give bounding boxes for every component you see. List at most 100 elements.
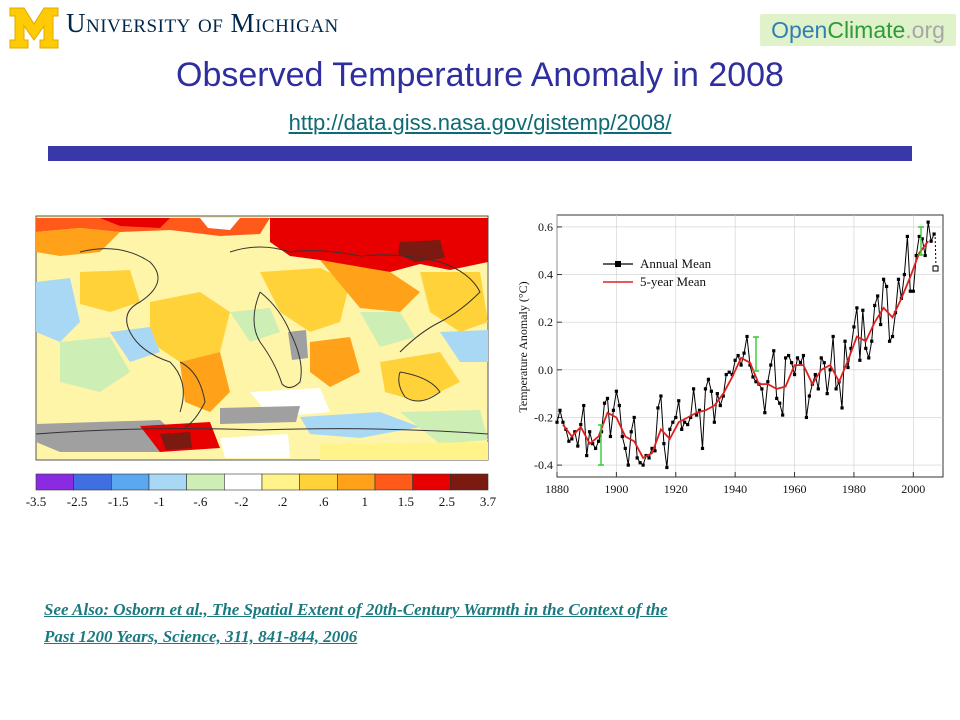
annual-mean-point: [659, 394, 663, 398]
legend-color-10: [412, 473, 451, 491]
legend-color-6: [261, 473, 300, 491]
y-tick-label: -0.4: [534, 458, 553, 472]
x-tick-label: 1920: [664, 482, 688, 496]
legend-marker-annual: [615, 261, 621, 267]
x-tick-label: 1940: [723, 482, 747, 496]
annual-mean-point: [653, 449, 657, 453]
annual-mean-point: [884, 284, 889, 289]
annual-mean-point: [849, 346, 853, 350]
annual-mean-point: [573, 430, 577, 434]
annual-mean-point: [751, 375, 755, 379]
annual-mean-point: [579, 423, 583, 427]
annual-mean-point: [561, 420, 565, 424]
legend-color-2: [111, 473, 150, 491]
annual-mean-point: [807, 394, 811, 398]
source-link-container: http://data.giss.nasa.gov/gistemp/2008/: [0, 110, 960, 136]
legend-tick-label: -1: [154, 494, 165, 509]
end-marker: [932, 232, 939, 272]
reference-link-line2[interactable]: Past 1200 Years, Science, 311, 841-844, …: [44, 627, 358, 646]
map-anomaly-regions: [36, 218, 488, 460]
legend-color-7: [299, 473, 338, 491]
annual-mean-point: [742, 351, 746, 355]
annual-mean-point: [902, 272, 906, 277]
error-bar-1940s: [753, 336, 759, 372]
annual-mean-point: [596, 439, 601, 443]
annual-mean-point: [730, 372, 734, 377]
annual-mean-point: [647, 456, 651, 460]
annual-mean-point: [591, 442, 595, 446]
annual-mean-point: [754, 380, 758, 384]
annual-mean-point: [558, 408, 562, 412]
annual-mean-point: [813, 372, 817, 377]
legend-color-11: [450, 473, 489, 491]
map-color-legend: -3.5 -2.5 -1.5 -1 -.6 -.2 .2 .6 1 1.5 2.5 3.7: [26, 473, 497, 509]
annual-mean-point: [882, 277, 886, 281]
chart-legend: Annual Mean 5-year Mean: [603, 256, 712, 289]
annual-mean-point: [662, 442, 666, 446]
university-logo-m-icon: [9, 7, 59, 49]
legend-tick-label: .2: [278, 494, 288, 509]
x-tick-label: 1900: [604, 482, 628, 496]
annual-mean-point: [760, 387, 764, 391]
annual-mean-point: [617, 403, 621, 408]
annual-mean-point: [712, 420, 716, 424]
legend-tick-label: 2.5: [439, 494, 455, 509]
annual-mean-point: [896, 277, 901, 281]
y-tick-label: 0.6: [538, 220, 553, 234]
annual-mean-point: [570, 437, 574, 441]
annual-mean-point: [876, 294, 880, 298]
annual-mean-point: [870, 339, 874, 343]
uncertainty-bars: [598, 226, 924, 466]
annual-mean-point: [650, 446, 654, 451]
annual-mean-point: [908, 289, 912, 293]
x-tick-label: 1980: [842, 482, 866, 496]
annual-mean-point: [623, 446, 627, 451]
annual-mean-point: [683, 420, 687, 424]
legend-tick-label: 1: [361, 494, 368, 509]
annual-mean-point: [920, 237, 924, 241]
annual-mean-point: [715, 392, 719, 396]
annual-mean-point: [932, 232, 936, 236]
annual-mean-point: [917, 234, 921, 239]
annual-mean-point: [709, 389, 713, 393]
annual-mean-point: [798, 361, 803, 365]
annual-mean-point: [727, 370, 731, 374]
annual-mean-point: [691, 387, 696, 391]
annual-mean-point: [611, 408, 616, 412]
legend-tick-label: -2.5: [67, 494, 88, 509]
annual-mean-point: [733, 358, 737, 362]
plot-frame: [556, 214, 944, 478]
annual-mean-point: [582, 403, 586, 408]
annual-mean-point: [721, 394, 725, 398]
annual-mean-point: [694, 413, 699, 417]
annual-mean-point: [816, 387, 820, 391]
annual-mean-point: [605, 396, 610, 400]
annual-mean-point: [778, 401, 782, 405]
annual-mean-point: [665, 465, 669, 470]
map-coastlines: [35, 246, 489, 435]
y-tick-label: 0.2: [538, 315, 553, 329]
annual-mean-point: [852, 325, 856, 329]
annual-mean-point: [923, 253, 927, 258]
annual-mean-point: [840, 406, 844, 410]
annual-mean-point: [825, 392, 829, 396]
annual-mean-point: [594, 446, 598, 451]
annual-mean-point: [724, 372, 728, 377]
legend-tick-label: 3.7: [480, 494, 497, 509]
annual-mean-point: [686, 423, 690, 427]
annual-mean-point: [620, 434, 624, 439]
annual-mean-point: [641, 463, 645, 467]
annual-mean-point: [668, 427, 672, 431]
annual-mean-point: [674, 415, 678, 420]
annual-mean-point: [638, 461, 642, 465]
series-five-year-mean-line: [562, 240, 929, 460]
annual-mean-point: [626, 463, 630, 467]
legend-tick-label: -.2: [234, 494, 248, 509]
title-divider: [48, 146, 912, 161]
annual-mean-point: [846, 365, 850, 370]
reference-link-line1[interactable]: See Also: Osborn et al., The Spatial Ext…: [44, 600, 668, 619]
annual-mean-point: [926, 220, 930, 224]
annual-mean-point: [911, 289, 915, 293]
source-link[interactable]: http://data.giss.nasa.gov/gistemp/2008/: [288, 110, 672, 135]
series-annual-mean-line: [556, 222, 935, 468]
